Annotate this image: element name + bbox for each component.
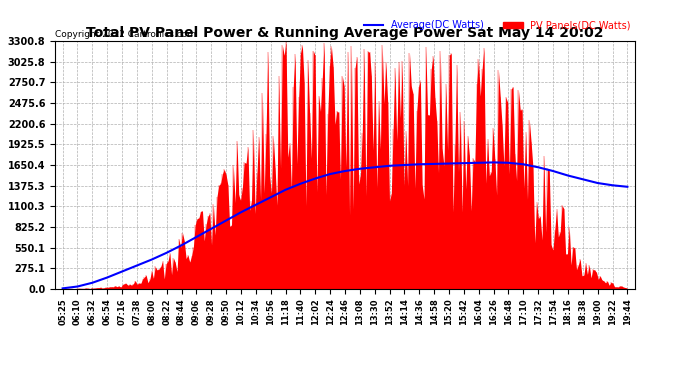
Legend: Average(DC Watts), PV Panels(DC Watts): Average(DC Watts), PV Panels(DC Watts) bbox=[359, 16, 635, 34]
Title: Total PV Panel Power & Running Average Power Sat May 14 20:02: Total PV Panel Power & Running Average P… bbox=[86, 26, 604, 40]
Text: Copyright 2022 Cartronics.com: Copyright 2022 Cartronics.com bbox=[55, 30, 196, 39]
